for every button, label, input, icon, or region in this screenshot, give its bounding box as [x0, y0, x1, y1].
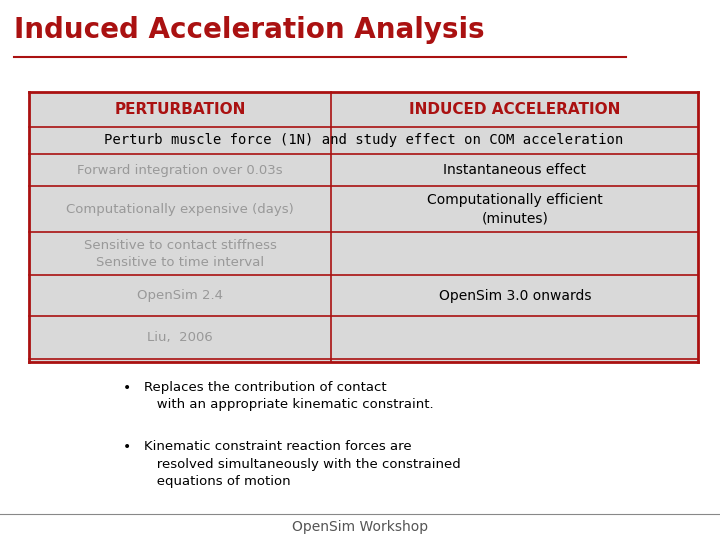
Text: Computationally expensive (days): Computationally expensive (days)	[66, 202, 294, 216]
Text: Computationally efficient
(minutes): Computationally efficient (minutes)	[427, 193, 603, 226]
Text: Induced Acceleration Analysis: Induced Acceleration Analysis	[14, 16, 485, 44]
Text: Instantaneous effect: Instantaneous effect	[444, 163, 586, 177]
Text: OpenSim 2.4: OpenSim 2.4	[137, 289, 223, 302]
Text: Perturb muscle force (1N) and study effect on COM acceleration: Perturb muscle force (1N) and study effe…	[104, 133, 624, 147]
Text: Replaces the contribution of contact
   with an appropriate kinematic constraint: Replaces the contribution of contact wit…	[144, 381, 433, 411]
Text: Forward integration over 0.03s: Forward integration over 0.03s	[77, 164, 283, 177]
Text: •: •	[122, 381, 130, 395]
Text: INDUCED ACCELERATION: INDUCED ACCELERATION	[409, 102, 621, 117]
Text: Kinematic constraint reaction forces are
   resolved simultaneously with the con: Kinematic constraint reaction forces are…	[144, 440, 461, 488]
Text: OpenSim 3.0 onwards: OpenSim 3.0 onwards	[438, 289, 591, 302]
Text: Liu,  2006: Liu, 2006	[147, 331, 213, 344]
Text: PERTURBATION: PERTURBATION	[114, 102, 246, 117]
Text: Sensitive to contact stiffness
Sensitive to time interval: Sensitive to contact stiffness Sensitive…	[84, 239, 276, 269]
Text: OpenSim Workshop: OpenSim Workshop	[292, 519, 428, 534]
Text: •: •	[122, 440, 130, 454]
FancyBboxPatch shape	[29, 92, 698, 362]
